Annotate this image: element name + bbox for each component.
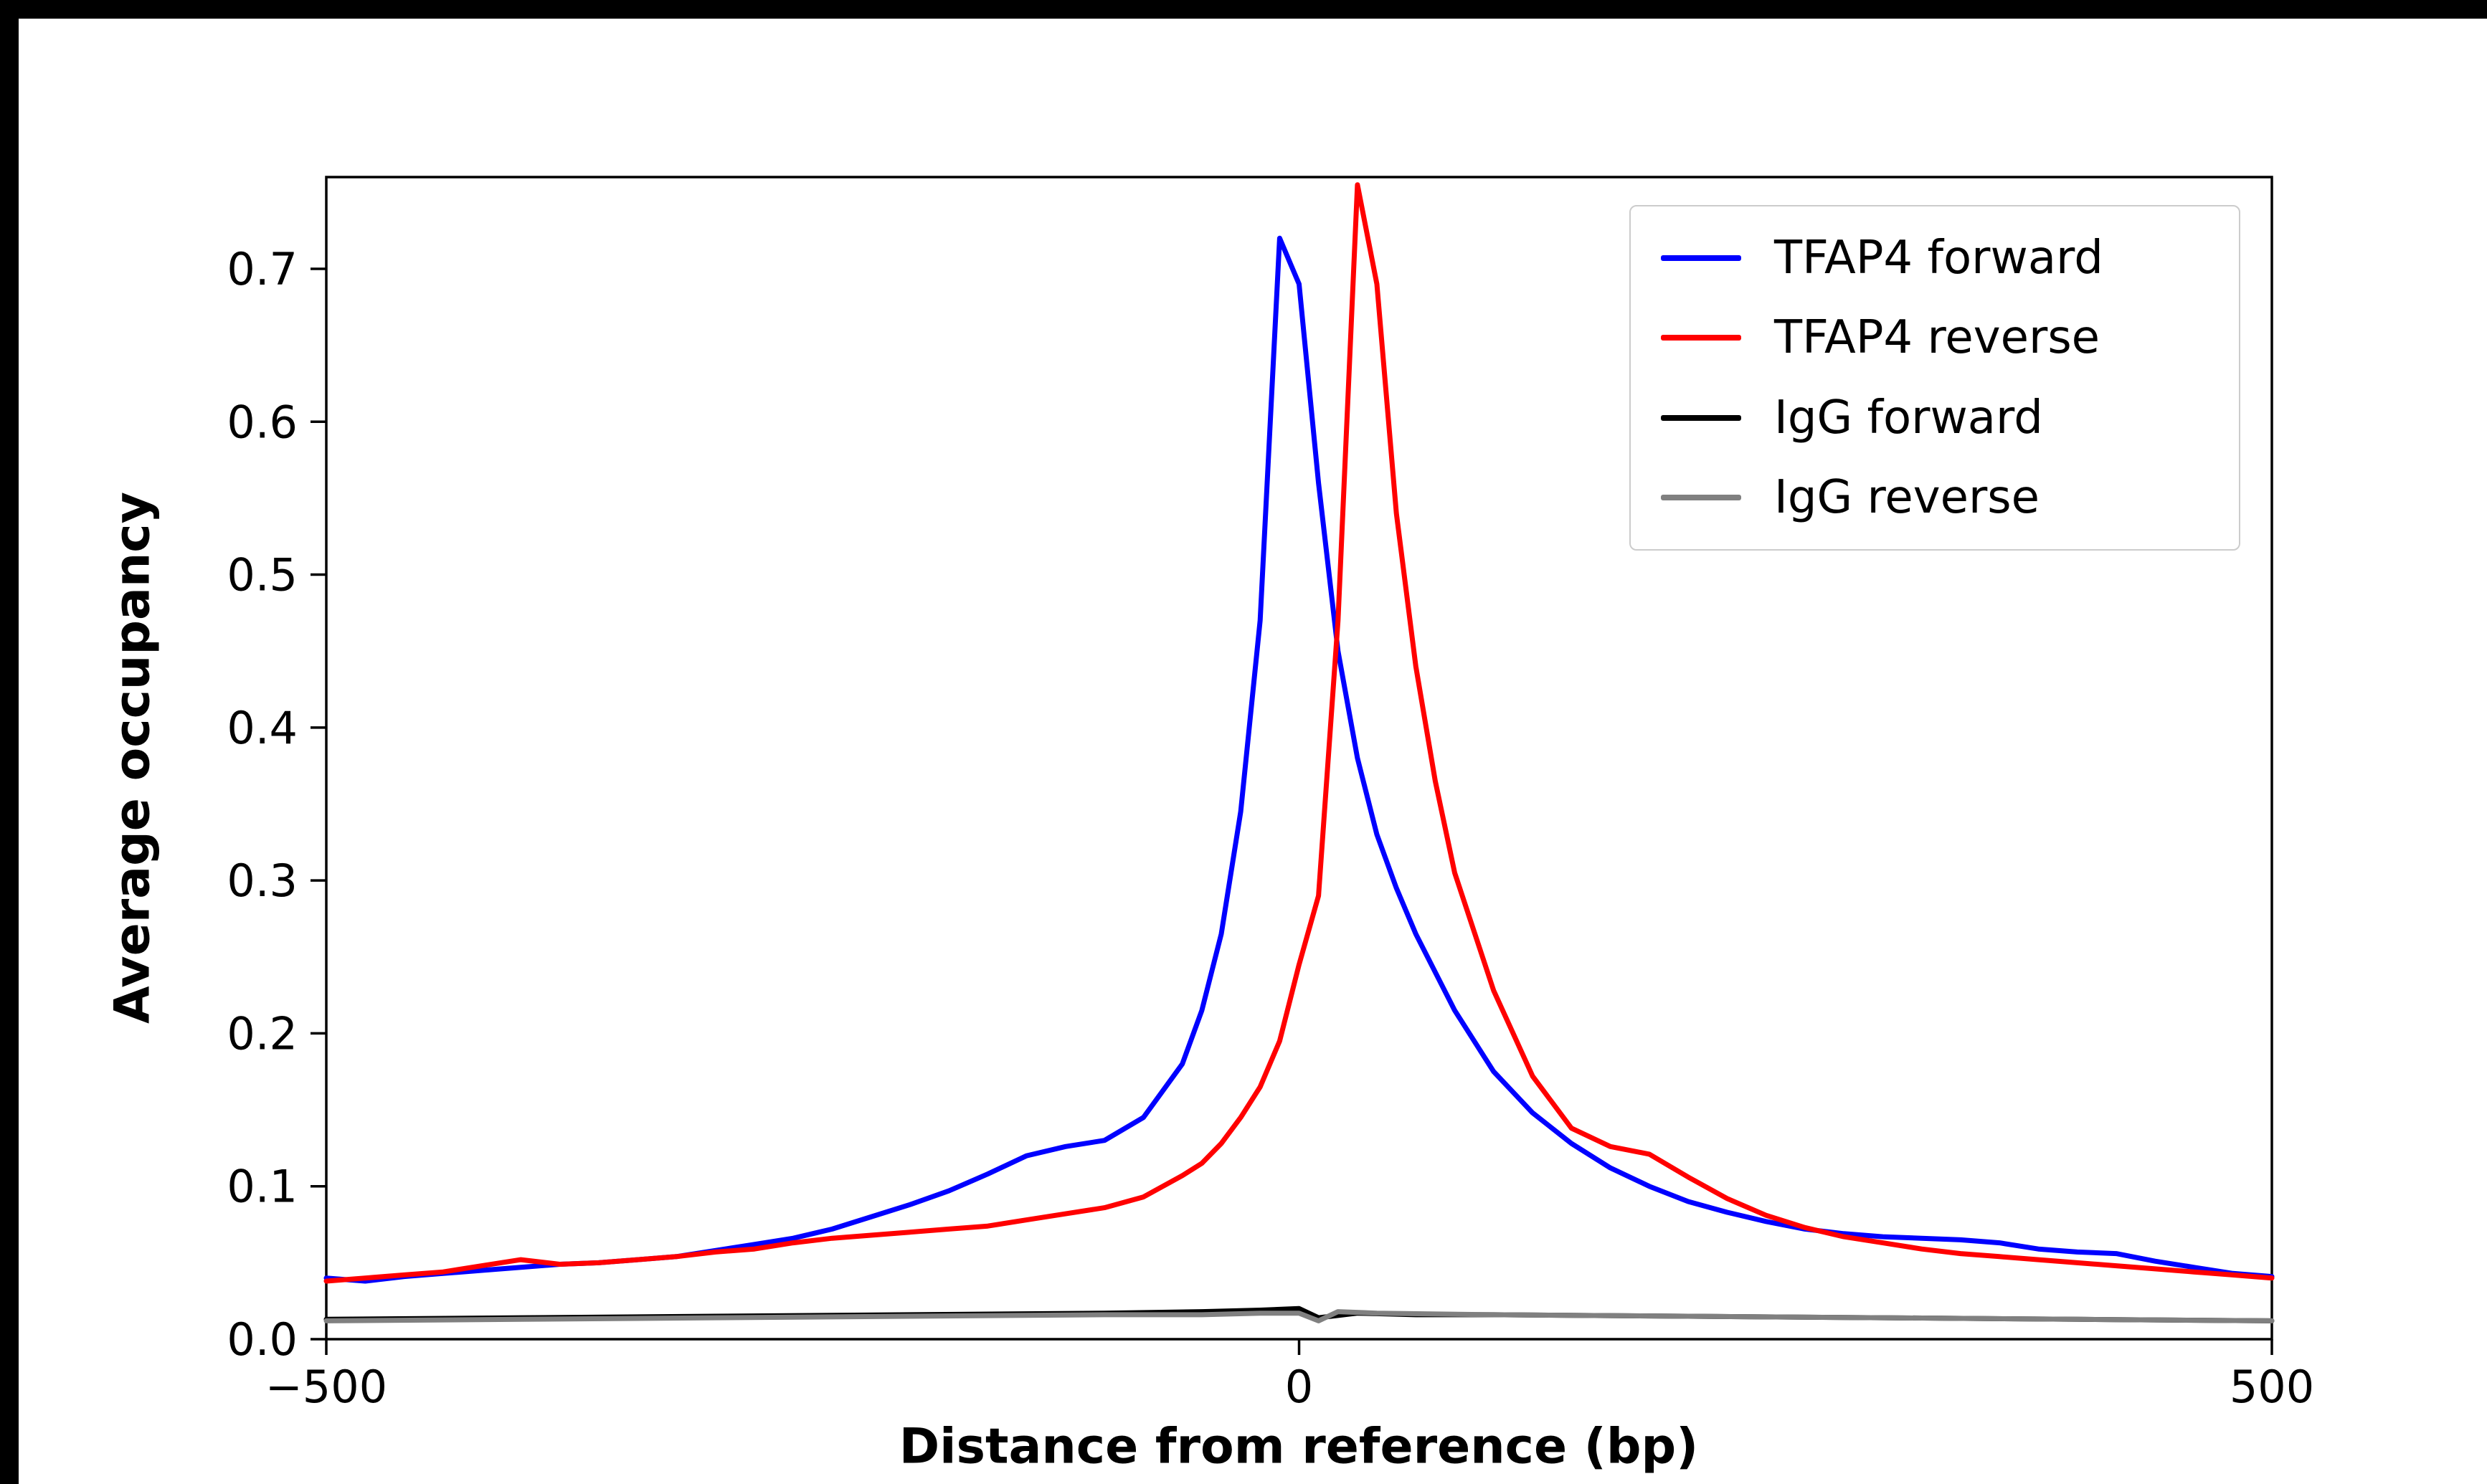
legend-line-swatch-red (1661, 335, 1741, 341)
legend-label: TFAP4 reverse (1774, 311, 2100, 365)
legend-line-swatch-blue (1661, 255, 1741, 261)
svg-text:500: 500 (2230, 1361, 2314, 1413)
legend-line-swatch-gray (1661, 495, 1741, 501)
figure-left-border (0, 0, 19, 1484)
svg-text:0: 0 (1285, 1361, 1313, 1413)
svg-text:0.3: 0.3 (227, 855, 298, 907)
figure-top-border (0, 0, 2487, 19)
legend: TFAP4 forward TFAP4 reverse IgG forward … (1629, 205, 2240, 551)
legend-line-swatch-black (1661, 414, 1741, 421)
x-axis-label: Distance from reference (bp) (899, 1418, 1699, 1475)
legend-item-igg-forward: IgG forward (1661, 395, 2209, 441)
svg-text:0.4: 0.4 (227, 702, 298, 754)
y-axis-label: Average occupancy (104, 492, 161, 1024)
legend-item-tfap4-reverse: TFAP4 reverse (1661, 315, 2209, 361)
svg-text:0.6: 0.6 (227, 396, 298, 448)
svg-text:0.0: 0.0 (227, 1313, 298, 1366)
svg-text:0.1: 0.1 (227, 1161, 298, 1213)
svg-text:0.2: 0.2 (227, 1007, 298, 1060)
legend-label: IgG reverse (1774, 471, 2040, 525)
legend-label: TFAP4 forward (1774, 231, 2103, 285)
svg-text:0.5: 0.5 (227, 549, 298, 601)
legend-item-tfap4-forward: TFAP4 forward (1661, 235, 2209, 281)
legend-item-igg-reverse: IgG reverse (1661, 475, 2209, 520)
svg-text:−500: −500 (265, 1361, 387, 1413)
legend-label: IgG forward (1774, 391, 2043, 444)
svg-text:0.7: 0.7 (227, 243, 298, 295)
